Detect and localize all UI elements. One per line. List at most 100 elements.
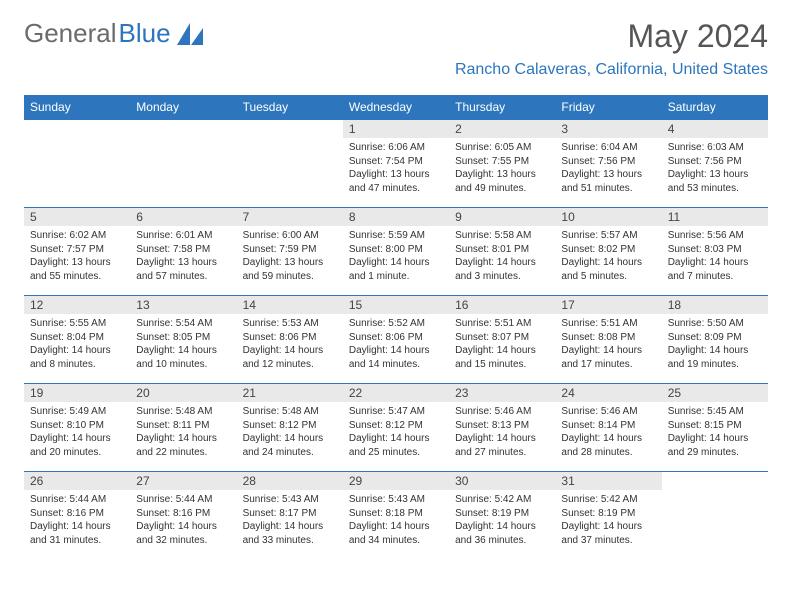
sunrise-text: Sunrise: 5:49 AM bbox=[30, 405, 124, 419]
daylight-text: Daylight: 14 hours and 19 minutes. bbox=[668, 344, 762, 371]
sunrise-text: Sunrise: 5:42 AM bbox=[455, 493, 549, 507]
sunrise-text: Sunrise: 5:46 AM bbox=[561, 405, 655, 419]
day-number: 18 bbox=[662, 296, 768, 314]
sunset-text: Sunset: 8:05 PM bbox=[136, 331, 230, 345]
day-number: 2 bbox=[449, 120, 555, 138]
calendar-day-cell: 10Sunrise: 5:57 AMSunset: 8:02 PMDayligh… bbox=[555, 208, 661, 296]
sunrise-text: Sunrise: 5:53 AM bbox=[243, 317, 337, 331]
sunset-text: Sunset: 8:04 PM bbox=[30, 331, 124, 345]
sunrise-text: Sunrise: 5:56 AM bbox=[668, 229, 762, 243]
day-details: Sunrise: 5:42 AMSunset: 8:19 PMDaylight:… bbox=[555, 490, 661, 553]
day-number: 27 bbox=[130, 472, 236, 490]
day-number: 6 bbox=[130, 208, 236, 226]
sunset-text: Sunset: 7:59 PM bbox=[243, 243, 337, 257]
daylight-text: Daylight: 14 hours and 17 minutes. bbox=[561, 344, 655, 371]
day-number: 11 bbox=[662, 208, 768, 226]
day-number: 16 bbox=[449, 296, 555, 314]
sunset-text: Sunset: 8:14 PM bbox=[561, 419, 655, 433]
calendar-day-cell: 29Sunrise: 5:43 AMSunset: 8:18 PMDayligh… bbox=[343, 472, 449, 560]
sunrise-text: Sunrise: 5:46 AM bbox=[455, 405, 549, 419]
sunrise-text: Sunrise: 5:42 AM bbox=[561, 493, 655, 507]
sunrise-text: Sunrise: 5:51 AM bbox=[455, 317, 549, 331]
daylight-text: Daylight: 13 hours and 53 minutes. bbox=[668, 168, 762, 195]
day-number: 4 bbox=[662, 120, 768, 138]
daylight-text: Daylight: 13 hours and 55 minutes. bbox=[30, 256, 124, 283]
location: Rancho Calaveras, California, United Sta… bbox=[455, 61, 768, 79]
calendar-week-row: 19Sunrise: 5:49 AMSunset: 8:10 PMDayligh… bbox=[24, 384, 768, 472]
sunset-text: Sunset: 8:16 PM bbox=[30, 507, 124, 521]
calendar-day-cell: 20Sunrise: 5:48 AMSunset: 8:11 PMDayligh… bbox=[130, 384, 236, 472]
sunrise-text: Sunrise: 5:58 AM bbox=[455, 229, 549, 243]
daylight-text: Daylight: 14 hours and 1 minute. bbox=[349, 256, 443, 283]
calendar-week-row: 5Sunrise: 6:02 AMSunset: 7:57 PMDaylight… bbox=[24, 208, 768, 296]
calendar-day-cell: 12Sunrise: 5:55 AMSunset: 8:04 PMDayligh… bbox=[24, 296, 130, 384]
day-number: 9 bbox=[449, 208, 555, 226]
daylight-text: Daylight: 14 hours and 10 minutes. bbox=[136, 344, 230, 371]
day-number: 28 bbox=[237, 472, 343, 490]
calendar-day-cell: 28Sunrise: 5:43 AMSunset: 8:17 PMDayligh… bbox=[237, 472, 343, 560]
daylight-text: Daylight: 14 hours and 36 minutes. bbox=[455, 520, 549, 547]
calendar-day-cell: 25Sunrise: 5:45 AMSunset: 8:15 PMDayligh… bbox=[662, 384, 768, 472]
calendar-day-cell: 27Sunrise: 5:44 AMSunset: 8:16 PMDayligh… bbox=[130, 472, 236, 560]
sunset-text: Sunset: 8:16 PM bbox=[136, 507, 230, 521]
sunset-text: Sunset: 8:07 PM bbox=[455, 331, 549, 345]
sunrise-text: Sunrise: 5:52 AM bbox=[349, 317, 443, 331]
sunrise-text: Sunrise: 5:51 AM bbox=[561, 317, 655, 331]
sunset-text: Sunset: 8:00 PM bbox=[349, 243, 443, 257]
weekday-header: Tuesday bbox=[237, 95, 343, 120]
calendar-day-cell: 16Sunrise: 5:51 AMSunset: 8:07 PMDayligh… bbox=[449, 296, 555, 384]
daylight-text: Daylight: 13 hours and 49 minutes. bbox=[455, 168, 549, 195]
daylight-text: Daylight: 14 hours and 3 minutes. bbox=[455, 256, 549, 283]
title-block: May 2024 Rancho Calaveras, California, U… bbox=[455, 18, 768, 79]
day-number: 1 bbox=[343, 120, 449, 138]
sunset-text: Sunset: 7:54 PM bbox=[349, 155, 443, 169]
day-number: 13 bbox=[130, 296, 236, 314]
sunrise-text: Sunrise: 5:48 AM bbox=[136, 405, 230, 419]
sunrise-text: Sunrise: 6:05 AM bbox=[455, 141, 549, 155]
day-number: 7 bbox=[237, 208, 343, 226]
calendar-day-cell: 19Sunrise: 5:49 AMSunset: 8:10 PMDayligh… bbox=[24, 384, 130, 472]
day-details: Sunrise: 5:55 AMSunset: 8:04 PMDaylight:… bbox=[24, 314, 130, 377]
calendar-day-cell: 2Sunrise: 6:05 AMSunset: 7:55 PMDaylight… bbox=[449, 120, 555, 208]
daylight-text: Daylight: 13 hours and 51 minutes. bbox=[561, 168, 655, 195]
daylight-text: Daylight: 14 hours and 29 minutes. bbox=[668, 432, 762, 459]
day-details: Sunrise: 5:49 AMSunset: 8:10 PMDaylight:… bbox=[24, 402, 130, 465]
sunrise-text: Sunrise: 6:01 AM bbox=[136, 229, 230, 243]
sunset-text: Sunset: 8:08 PM bbox=[561, 331, 655, 345]
daylight-text: Daylight: 14 hours and 8 minutes. bbox=[30, 344, 124, 371]
calendar-day-cell: 9Sunrise: 5:58 AMSunset: 8:01 PMDaylight… bbox=[449, 208, 555, 296]
calendar-day-cell: 3Sunrise: 6:04 AMSunset: 7:56 PMDaylight… bbox=[555, 120, 661, 208]
day-details: Sunrise: 5:43 AMSunset: 8:17 PMDaylight:… bbox=[237, 490, 343, 553]
day-number: 15 bbox=[343, 296, 449, 314]
calendar-body: 1Sunrise: 6:06 AMSunset: 7:54 PMDaylight… bbox=[24, 120, 768, 560]
day-number: 10 bbox=[555, 208, 661, 226]
day-details: Sunrise: 5:50 AMSunset: 8:09 PMDaylight:… bbox=[662, 314, 768, 377]
calendar-day-cell: 18Sunrise: 5:50 AMSunset: 8:09 PMDayligh… bbox=[662, 296, 768, 384]
day-number: 17 bbox=[555, 296, 661, 314]
day-number: 20 bbox=[130, 384, 236, 402]
sunset-text: Sunset: 8:18 PM bbox=[349, 507, 443, 521]
daylight-text: Daylight: 14 hours and 12 minutes. bbox=[243, 344, 337, 371]
day-number: 31 bbox=[555, 472, 661, 490]
calendar-table: SundayMondayTuesdayWednesdayThursdayFrid… bbox=[24, 95, 768, 560]
sunrise-text: Sunrise: 5:59 AM bbox=[349, 229, 443, 243]
sunrise-text: Sunrise: 6:06 AM bbox=[349, 141, 443, 155]
day-number: 5 bbox=[24, 208, 130, 226]
calendar-day-cell: 1 Sunrise: 6:06 AMSunset: 7:54 PMDaylight… bbox=[343, 120, 449, 208]
daylight-text: Daylight: 13 hours and 47 minutes. bbox=[349, 168, 443, 195]
daylight-text: Daylight: 14 hours and 31 minutes. bbox=[30, 520, 124, 547]
logo: GeneralBlue bbox=[24, 18, 203, 49]
day-number: 3 bbox=[555, 120, 661, 138]
sunset-text: Sunset: 8:17 PM bbox=[243, 507, 337, 521]
calendar-day-cell bbox=[24, 120, 130, 208]
daylight-text: Daylight: 14 hours and 20 minutes. bbox=[30, 432, 124, 459]
daylight-text: Daylight: 14 hours and 27 minutes. bbox=[455, 432, 549, 459]
day-details: Sunrise: 6:05 AMSunset: 7:55 PMDaylight:… bbox=[449, 138, 555, 201]
sunrise-text: Sunrise: 5:48 AM bbox=[243, 405, 337, 419]
sunset-text: Sunset: 8:12 PM bbox=[243, 419, 337, 433]
sunrise-text: Sunrise: 5:44 AM bbox=[30, 493, 124, 507]
day-details: Sunrise: 5:59 AMSunset: 8:00 PMDaylight:… bbox=[343, 226, 449, 289]
day-details: Sunrise: 5:45 AMSunset: 8:15 PMDaylight:… bbox=[662, 402, 768, 465]
sunrise-text: Sunrise: 6:03 AM bbox=[668, 141, 762, 155]
calendar-day-cell: 11Sunrise: 5:56 AMSunset: 8:03 PMDayligh… bbox=[662, 208, 768, 296]
